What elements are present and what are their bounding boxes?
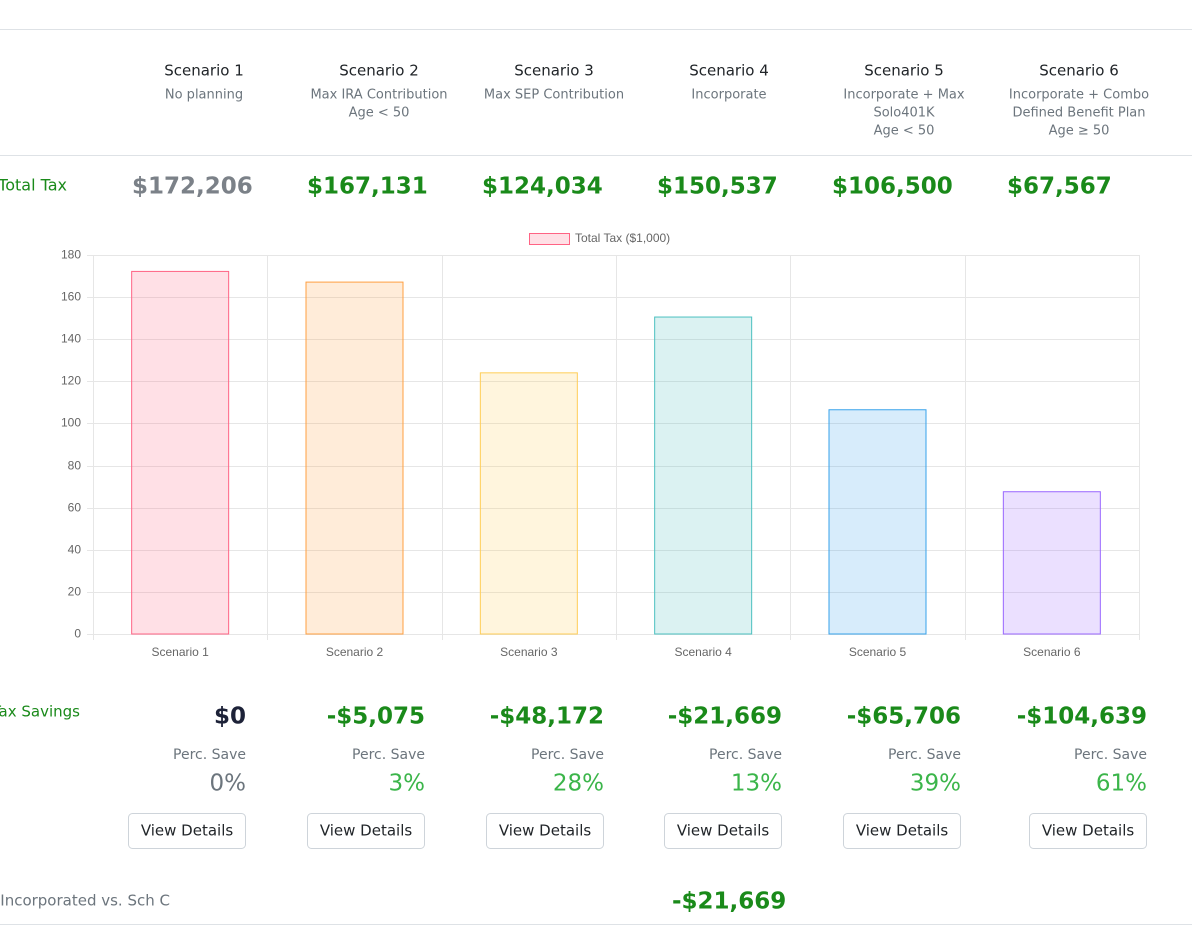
total-tax-value: $67,567 — [1007, 174, 1112, 200]
y-tick-label: 180 — [61, 248, 81, 262]
y-tick-label: 20 — [68, 585, 82, 599]
perc-label: Perc. Save — [1074, 747, 1147, 763]
scenario-subtitle: Age < 50 — [874, 124, 935, 139]
savings-value: -$21,669 — [668, 704, 782, 730]
y-tick-label: 120 — [61, 374, 81, 388]
y-tick-label: 40 — [68, 543, 82, 557]
scenario-subtitle: Incorporate — [691, 88, 766, 103]
total-tax-value: $106,500 — [832, 174, 953, 200]
y-tick-label: 60 — [68, 501, 82, 515]
perc-value: 39% — [910, 771, 961, 797]
scenario-subtitle: Defined Benefit Plan — [1012, 106, 1145, 121]
perc-label: Perc. Save — [173, 747, 246, 763]
total-tax-value: $150,537 — [657, 174, 778, 200]
legend-swatch — [529, 233, 570, 245]
x-tick-label: Scenario 6 — [1023, 645, 1081, 659]
x-tick-label: Scenario 2 — [326, 645, 384, 659]
perc-label: Perc. Save — [888, 747, 961, 763]
view-details-label[interactable]: View Details — [1042, 822, 1135, 840]
y-tick-label: 160 — [61, 290, 81, 304]
scenario-title: Scenario 1 — [164, 62, 244, 80]
y-tick-label: 140 — [61, 332, 81, 346]
perc-value: 3% — [389, 771, 426, 797]
savings-value: $0 — [214, 704, 246, 730]
total-tax-value: $124,034 — [482, 174, 603, 200]
perc-label: Perc. Save — [531, 747, 604, 763]
perc-value: 0% — [210, 771, 247, 797]
savings-value: -$65,706 — [847, 704, 961, 730]
bar — [479, 372, 578, 635]
x-tick-label: Scenario 1 — [151, 645, 209, 659]
footer-value: -$21,669 — [672, 889, 786, 915]
view-details-button[interactable] — [128, 813, 246, 849]
scenario-subtitle: Incorporate + Max — [843, 88, 964, 103]
scenario-subtitle: Age ≥ 50 — [1049, 124, 1110, 139]
y-tick-label: 80 — [68, 459, 82, 473]
bar — [654, 316, 753, 635]
bar — [828, 409, 927, 635]
y-tick-label: 0 — [74, 627, 81, 641]
x-tick-label: Scenario 3 — [500, 645, 558, 659]
scenario-subtitle: Max SEP Contribution — [484, 88, 624, 103]
view-details-button[interactable] — [1029, 813, 1147, 849]
savings-value: -$5,075 — [327, 704, 425, 730]
bar — [1002, 491, 1101, 635]
view-details-button[interactable] — [307, 813, 425, 849]
view-details-label[interactable]: View Details — [141, 822, 234, 840]
perc-value: 28% — [553, 771, 604, 797]
total-tax-value: $167,131 — [307, 174, 428, 200]
view-details-label[interactable]: View Details — [499, 822, 592, 840]
scenario-title: Scenario 6 — [1039, 62, 1119, 80]
bar — [131, 270, 230, 635]
scenario-subtitle: Incorporate + Combo — [1009, 88, 1149, 103]
scenario-subtitle: No planning — [165, 88, 243, 103]
view-details-label[interactable]: View Details — [320, 822, 413, 840]
scenario-subtitle: Max IRA Contribution — [310, 88, 447, 103]
perc-label: Perc. Save — [709, 747, 782, 763]
savings-value: -$48,172 — [490, 704, 604, 730]
scenario-subtitle: Age < 50 — [349, 106, 410, 121]
footer-label: Incorporated vs. Sch C — [0, 892, 170, 910]
row-label: Tax Savings — [0, 703, 80, 721]
view-details-button[interactable] — [664, 813, 782, 849]
perc-label: Perc. Save — [352, 747, 425, 763]
scenario-subtitle: Solo401K — [873, 106, 935, 121]
y-tick-label: 100 — [61, 416, 81, 430]
row-label: Total Tax — [0, 176, 67, 195]
perc-value: 13% — [731, 771, 782, 797]
x-tick-label: Scenario 5 — [849, 645, 907, 659]
x-tick-label: Scenario 4 — [674, 645, 732, 659]
view-details-button[interactable] — [843, 813, 961, 849]
scenario-title: Scenario 2 — [339, 62, 419, 80]
scenario-title: Scenario 3 — [514, 62, 594, 80]
scenario-title: Scenario 5 — [864, 62, 944, 80]
view-details-label[interactable]: View Details — [677, 822, 770, 840]
savings-value: -$104,639 — [1017, 704, 1147, 730]
view-details-button[interactable] — [486, 813, 604, 849]
bar — [305, 281, 404, 635]
perc-value: 61% — [1096, 771, 1147, 797]
legend-label: Total Tax ($1,000) — [575, 231, 670, 245]
scenario-title: Scenario 4 — [689, 62, 769, 80]
view-details-label[interactable]: View Details — [856, 822, 949, 840]
total-tax-value: $172,206 — [132, 174, 253, 200]
